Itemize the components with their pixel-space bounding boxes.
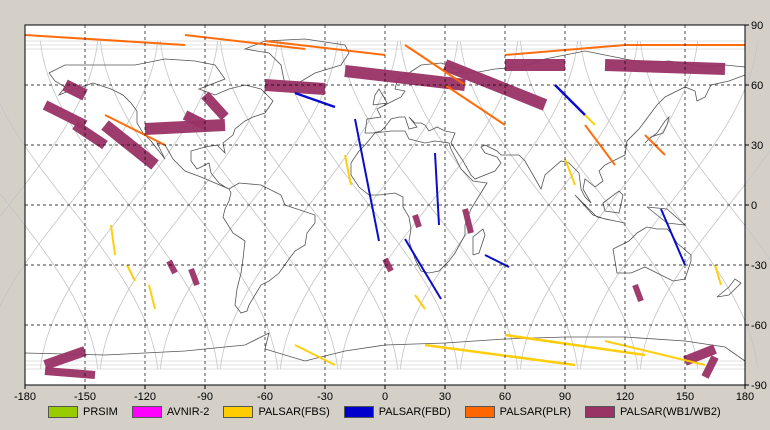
tick-label-lon: -150	[74, 391, 96, 403]
coastline	[612, 226, 692, 282]
legend-swatch-palsar-wb	[585, 406, 615, 418]
strip-palsar-wb1-wb2-	[201, 91, 229, 121]
tick-label-lat: 30	[751, 140, 763, 152]
tick-label-lon: -90	[197, 391, 213, 403]
legend-label-prism: PRSIM	[83, 406, 118, 418]
strip-palsar-wb1-wb2-	[188, 267, 200, 287]
legend-swatch-palsar-fbs	[223, 406, 254, 418]
strip-palsar-fbs-	[110, 224, 116, 256]
strip-palsar-wb1-wb2-	[604, 59, 726, 75]
coastline	[222, 182, 316, 314]
strip-palsar-fbs-	[584, 114, 596, 126]
strip-palsar-plr-	[264, 40, 386, 56]
strip-palsar-fbs-	[604, 340, 706, 366]
strip-palsar-wb1-wb2-	[344, 65, 466, 91]
strip-palsar-wb1-wb2-	[632, 283, 644, 303]
strip-palsar-fbd-	[434, 152, 440, 226]
strip-palsar-wb1-wb2-	[44, 367, 96, 379]
legend-item-palsar-plr: PALSAR(PLR)	[464, 406, 571, 418]
legend-item-prism: PRSIM	[48, 406, 118, 418]
strip-palsar-wb1-wb2-	[412, 214, 422, 228]
coastline	[716, 278, 742, 298]
tick-label-lat: 0	[751, 200, 757, 212]
coastline	[644, 115, 670, 144]
legend-swatch-palsar-plr	[464, 406, 495, 418]
axis-ticks: -180 -150 -120 -90 -60 -30 0 30 60 90 120 150 180 90 6…	[14, 20, 767, 403]
tick-label-lon: 150	[676, 391, 694, 403]
tick-label-lon: 180	[736, 391, 754, 403]
tick-label-lon: 30	[439, 391, 451, 403]
strip-palsar-wb1-wb2-	[701, 355, 719, 379]
strip-palsar-fbd-	[294, 91, 336, 109]
strip-palsar-fbs-	[414, 294, 426, 310]
legend-item-avnir2: AVNIR-2	[131, 406, 210, 418]
strip-palsar-fbd-	[554, 84, 586, 116]
tick-label-lat: 90	[751, 20, 763, 32]
tick-label-lon: -120	[134, 391, 156, 403]
strip-palsar-wb1-wb2-	[264, 79, 326, 95]
strip-palsar-plr-	[104, 114, 166, 146]
strip-palsar-fbs-	[504, 333, 646, 357]
strip-palsar-fbs-	[424, 343, 576, 367]
strip-palsar-plr-	[404, 44, 466, 86]
legend: PRSIM AVNIR-2 PALSAR(FBS) PALSAR(FBD) PA…	[48, 402, 735, 422]
tick-label-lon: 60	[499, 391, 511, 403]
strip-palsar-fbs-	[344, 154, 352, 186]
strip-palsar-wb1-wb2-	[43, 346, 87, 370]
strip-palsar-wb1-wb2-	[62, 79, 88, 101]
legend-label-palsar-fbs: PALSAR(FBS)	[258, 406, 330, 418]
tick-label-lat: 60	[751, 80, 763, 92]
coastline	[472, 228, 486, 256]
strip-palsar-plr-	[584, 124, 616, 166]
strip-palsar-fbs-	[148, 284, 156, 310]
tick-label-lon: -60	[257, 391, 273, 403]
strip-palsar-fbd-	[660, 208, 686, 266]
tick-label-lat: -90	[751, 380, 767, 392]
coastline	[24, 332, 746, 362]
tick-label-lon: 0	[382, 391, 388, 403]
tick-label-lon: 90	[559, 391, 571, 403]
tick-label-lon: -30	[317, 391, 333, 403]
legend-item-palsar-fbd: PALSAR(FBD)	[343, 406, 451, 418]
strip-palsar-fbs-	[294, 344, 336, 366]
strip-palsar-fbd-	[404, 238, 442, 300]
strip-palsar-wb1-wb2-	[72, 120, 108, 150]
legend-item-palsar-fbs: PALSAR(FBS)	[223, 406, 330, 418]
tick-label-lat: -60	[751, 320, 767, 332]
strip-palsar-wb1-wb2-	[182, 110, 208, 130]
tick-label-lon: -180	[14, 391, 36, 403]
legend-label-avnir2: AVNIR-2	[166, 406, 210, 418]
legend-swatch-avnir2	[131, 406, 162, 418]
coastline	[243, 38, 350, 86]
strip-palsar-fbs-	[126, 264, 136, 282]
strip-palsar-fbs-	[714, 264, 722, 286]
strip-palsar-wb1-wb2-	[144, 119, 226, 135]
strip-palsar-plr-	[24, 34, 186, 46]
strip-palsar-fbs-	[564, 158, 576, 186]
orbit-track	[0, 192, 99, 370]
strip-palsar-fbd-	[354, 118, 380, 242]
legend-label-palsar-fbd: PALSAR(FBD)	[378, 406, 451, 418]
legend-label-palsar-wb: PALSAR(WB1/WB2)	[620, 406, 721, 418]
legend-swatch-prism	[48, 406, 78, 418]
strip-palsar-plr-	[444, 84, 506, 126]
legend-label-palsar-plr: PALSAR(PLR)	[499, 406, 571, 418]
strip-palsar-wb1-wb2-	[462, 208, 474, 234]
coastlines	[24, 38, 746, 362]
legend-swatch-palsar-fbd	[343, 406, 374, 418]
grid-lines	[25, 25, 745, 385]
strip-palsar-wb1-wb2-	[683, 344, 717, 366]
legend-item-palsar-wb: PALSAR(WB1/WB2)	[585, 406, 721, 418]
tick-label-lon: 120	[616, 391, 634, 403]
coastline	[350, 130, 488, 274]
coastline	[602, 190, 624, 214]
strip-palsar-wb1-wb2-	[166, 259, 178, 275]
tick-label-lat: -30	[751, 260, 767, 272]
